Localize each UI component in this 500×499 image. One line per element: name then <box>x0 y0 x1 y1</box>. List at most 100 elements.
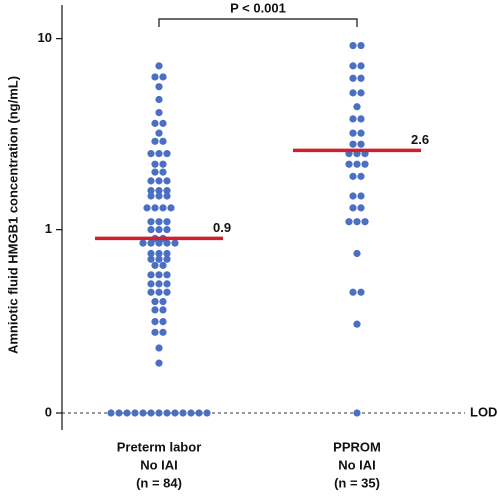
y-tick-label: 1 <box>45 221 52 236</box>
dot <box>353 103 361 111</box>
dot <box>155 409 163 417</box>
dot <box>155 239 163 247</box>
dot <box>353 320 361 328</box>
dot <box>139 409 147 417</box>
median-label: 2.6 <box>411 132 429 147</box>
dot <box>357 288 365 296</box>
dot <box>115 409 123 417</box>
dot <box>353 409 361 417</box>
dot <box>147 409 155 417</box>
dot <box>349 288 357 296</box>
dot <box>147 249 155 258</box>
significance-bracket <box>158 18 358 27</box>
p-value: P < 0.001 <box>230 0 286 15</box>
dot <box>163 271 171 279</box>
dot <box>357 89 365 97</box>
dot <box>187 409 195 417</box>
dot <box>357 140 365 148</box>
dot <box>155 249 163 258</box>
dot <box>151 204 159 212</box>
dot <box>155 177 163 185</box>
dot <box>147 150 155 158</box>
dot <box>159 317 167 326</box>
dot <box>155 95 163 104</box>
dot <box>151 261 159 269</box>
dot <box>155 150 163 158</box>
dot <box>147 187 155 195</box>
dot <box>147 255 155 263</box>
dot <box>139 239 147 247</box>
dot <box>357 204 365 212</box>
dot <box>159 204 167 212</box>
dot <box>155 359 163 367</box>
dot <box>147 288 155 296</box>
dot <box>179 409 187 417</box>
dot <box>147 239 155 247</box>
dot <box>163 150 171 158</box>
dot <box>353 160 361 168</box>
y-axis-label: Amniotic fluid HMGB1 concentration (ng/m… <box>5 76 20 354</box>
dot <box>147 177 155 185</box>
dot <box>353 249 361 258</box>
dot <box>123 409 131 417</box>
dot <box>163 226 171 234</box>
dot <box>195 409 203 417</box>
dot <box>151 306 159 314</box>
dot <box>147 271 155 279</box>
dot <box>345 218 353 226</box>
dot <box>159 297 167 306</box>
dot <box>163 192 171 200</box>
dot <box>349 62 357 70</box>
x-tick-label: (n = 84) <box>136 475 182 490</box>
dot <box>151 73 159 81</box>
dot <box>349 192 357 200</box>
dot <box>163 249 171 258</box>
dot <box>155 187 163 195</box>
dot <box>159 306 167 314</box>
dot <box>147 280 155 288</box>
dot <box>163 288 171 296</box>
dot <box>151 168 159 176</box>
dot <box>357 41 365 50</box>
dot <box>147 192 155 200</box>
dot <box>357 192 365 200</box>
dot <box>163 218 171 226</box>
median-label: 0.9 <box>213 220 231 235</box>
dot <box>151 160 159 168</box>
y-tick-label: 0 <box>45 404 52 419</box>
lod-label: LOD <box>470 404 497 419</box>
dot <box>155 218 163 226</box>
x-tick-label: Preterm labor <box>117 439 202 454</box>
dot <box>155 62 163 70</box>
dot <box>163 177 171 185</box>
dot <box>349 129 357 137</box>
dot <box>155 280 163 288</box>
dot <box>143 204 151 212</box>
dot <box>349 41 357 50</box>
dot <box>155 226 163 234</box>
dot <box>349 115 357 123</box>
dot <box>159 137 167 145</box>
dot <box>155 129 163 137</box>
dot <box>357 115 365 123</box>
dot <box>167 204 175 212</box>
dot <box>155 288 163 296</box>
dot <box>155 255 163 263</box>
dot <box>349 89 357 97</box>
x-tick-label: (n = 35) <box>334 475 380 490</box>
dot <box>349 172 357 180</box>
x-tick-label: No IAI <box>140 457 178 472</box>
dot <box>155 83 163 91</box>
dot <box>151 297 159 306</box>
dot <box>151 328 159 336</box>
dot <box>349 140 357 148</box>
dot <box>349 74 357 82</box>
dot <box>361 160 369 168</box>
dot <box>163 255 171 263</box>
dot <box>151 317 159 326</box>
dot <box>357 172 365 180</box>
dot <box>163 187 171 195</box>
dot <box>349 204 357 212</box>
dot <box>357 129 365 137</box>
